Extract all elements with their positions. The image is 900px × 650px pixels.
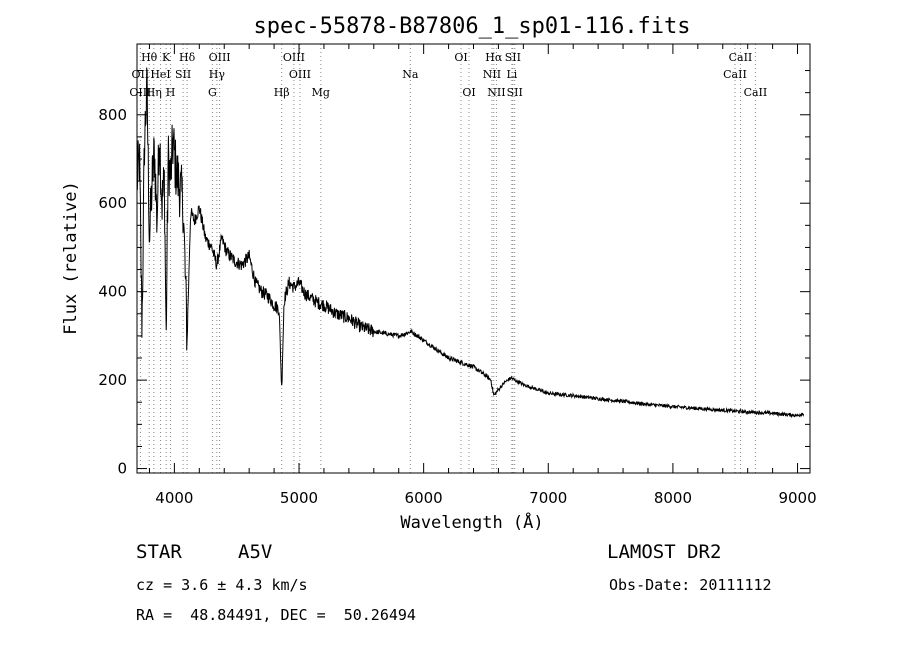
x-tick-label-1: 5000 — [280, 489, 318, 507]
line-label-3: Hη — [146, 86, 162, 99]
line-label-1: OII — [132, 68, 150, 81]
x-tick-label-3: 7000 — [529, 489, 567, 507]
line-label-18: OI — [462, 86, 475, 99]
line-label-9: OIII — [209, 51, 231, 64]
object-subclass: A5V — [238, 541, 273, 563]
line-label-27: CaII — [744, 86, 768, 99]
line-label-20: SII — [505, 51, 521, 64]
line-label-15: Mg — [312, 86, 330, 99]
line-label-22: Li — [506, 68, 517, 81]
object-class: STAR — [136, 541, 182, 563]
spectrum-line — [136, 67, 805, 419]
x-tick-label-4: 8000 — [654, 489, 692, 507]
line-label-8: Hδ — [179, 51, 196, 64]
redshift-label: cz = 3.6 ± 4.3 km/s — [136, 576, 308, 594]
line-label-21: NII — [483, 68, 501, 81]
survey-label: LAMOST DR2 — [607, 541, 722, 563]
x-tick-label-5: 9000 — [778, 489, 816, 507]
x-axis-label: Wavelength (Å) — [400, 511, 543, 533]
obs-date-label: Obs-Date: 20111112 — [609, 576, 772, 594]
y-tick-label-3: 600 — [98, 194, 127, 212]
y-tick-label-4: 800 — [98, 106, 127, 124]
line-label-14: OIII — [289, 68, 311, 81]
line-label-10: Hγ — [209, 68, 226, 81]
line-label-11: G — [208, 86, 217, 99]
line-label-13: OIII — [283, 51, 305, 64]
y-tick-label-2: 400 — [98, 283, 127, 301]
y-tick-label-1: 200 — [98, 371, 127, 389]
line-label-24: SII — [507, 86, 523, 99]
x-tick-label-0: 4000 — [155, 489, 193, 507]
y-axis-ticks: 0 200 400 600 800 — [98, 70, 810, 478]
line-label-16: Na — [402, 68, 419, 81]
coordinates-label: RA = 48.84491, DEC = 50.26494 — [136, 606, 416, 624]
line-label-12: Hβ — [274, 86, 290, 99]
line-label-26: CaII — [723, 68, 747, 81]
y-axis-label: Flux (relative) — [61, 181, 81, 335]
line-label-25: CaII — [729, 51, 753, 64]
line-label-23: NII — [487, 86, 505, 99]
x-tick-label-2: 6000 — [405, 489, 443, 507]
x-axis-ticks: 4000 5000 6000 7000 8000 9000 — [148, 44, 817, 507]
line-label-7: H — [166, 86, 176, 99]
y-tick-label-0: 0 — [117, 460, 127, 478]
line-label-19: Hα — [485, 51, 503, 64]
line-label-5: K — [162, 51, 171, 64]
line-label-0: Hθ — [141, 51, 158, 64]
line-label-6: SII — [175, 68, 191, 81]
line-label-17: OI — [454, 51, 467, 64]
chart-title: spec-55878-B87806_1_sp01-116.fits — [253, 14, 690, 39]
line-label-4: HeI — [150, 68, 170, 81]
